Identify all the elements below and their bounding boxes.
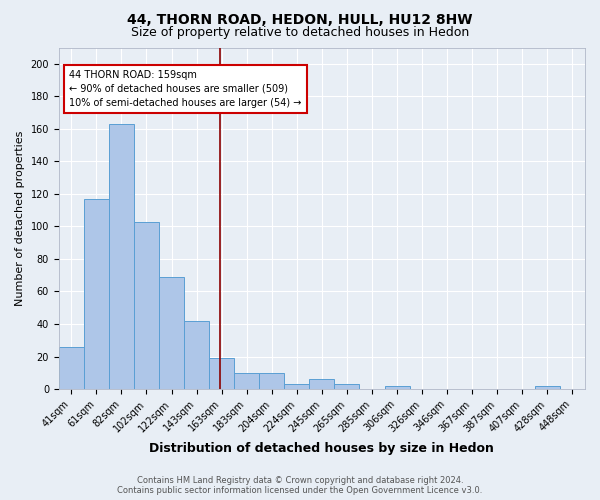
Bar: [284, 384, 310, 389]
Bar: [209, 358, 234, 389]
Y-axis label: Number of detached properties: Number of detached properties: [15, 130, 25, 306]
Bar: [334, 384, 359, 389]
Bar: [310, 380, 334, 389]
Bar: [84, 198, 109, 389]
Bar: [259, 373, 284, 389]
Text: Size of property relative to detached houses in Hedon: Size of property relative to detached ho…: [131, 26, 469, 39]
Bar: [535, 386, 560, 389]
Bar: [134, 222, 159, 389]
X-axis label: Distribution of detached houses by size in Hedon: Distribution of detached houses by size …: [149, 442, 494, 455]
Bar: [59, 346, 84, 389]
Text: 44 THORN ROAD: 159sqm
← 90% of detached houses are smaller (509)
10% of semi-det: 44 THORN ROAD: 159sqm ← 90% of detached …: [70, 70, 302, 108]
Bar: [159, 277, 184, 389]
Text: Contains HM Land Registry data © Crown copyright and database right 2024.
Contai: Contains HM Land Registry data © Crown c…: [118, 476, 482, 495]
Bar: [234, 373, 259, 389]
Text: 44, THORN ROAD, HEDON, HULL, HU12 8HW: 44, THORN ROAD, HEDON, HULL, HU12 8HW: [127, 12, 473, 26]
Bar: [184, 320, 209, 389]
Bar: [385, 386, 410, 389]
Bar: [109, 124, 134, 389]
